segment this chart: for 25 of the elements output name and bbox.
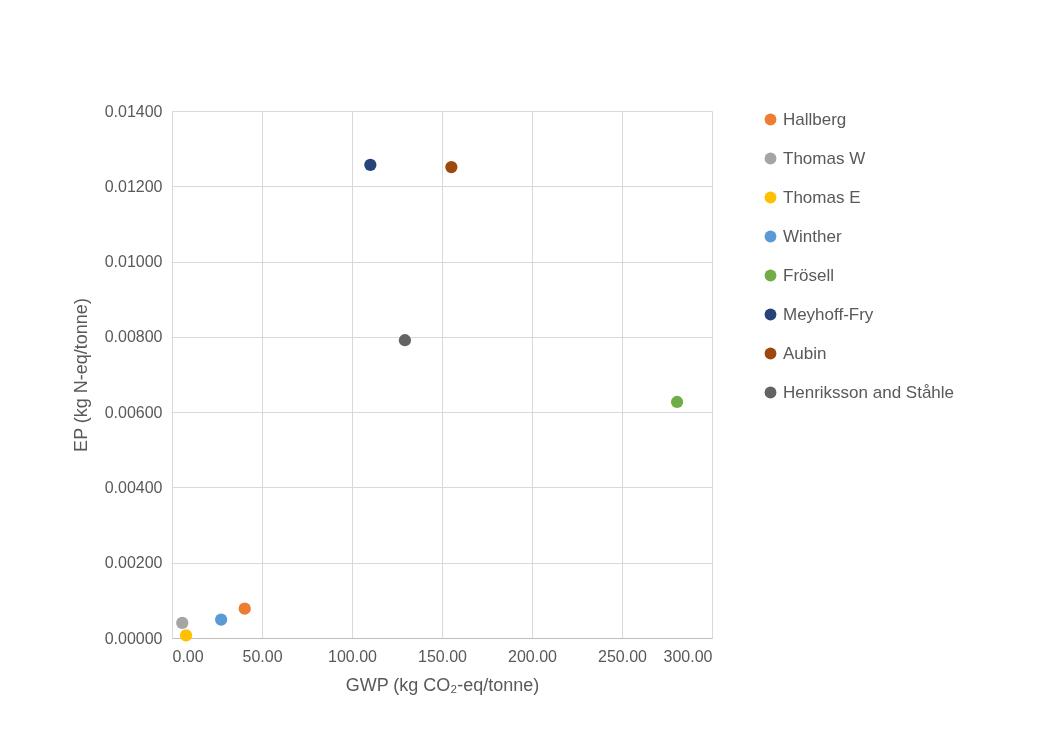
y-tick-label: 0.01200 [104, 177, 163, 195]
x-tick-label: 300.00 [663, 647, 713, 665]
legend-label: Frösell [783, 265, 835, 285]
legend-label: Henriksson and Ståhle [783, 382, 955, 402]
y-tick-label: 0.00400 [104, 478, 163, 496]
legend-label: Hallberg [783, 109, 847, 129]
y-tick-label: 0.01000 [104, 253, 163, 271]
x-tick-label: 100.00 [328, 647, 378, 665]
y-axis-title: EP (kg N-eq/tonne) [70, 298, 91, 452]
y-tick-label: 0.00800 [104, 328, 163, 346]
legend-label: Aubin [783, 343, 827, 363]
legend-label: Thomas E [783, 187, 861, 207]
x-axis-title: GWP (kg CO₂-eq/tonne) [345, 674, 540, 695]
x-tick-label: 150.00 [418, 647, 468, 665]
legend-label: Winther [783, 226, 842, 246]
y-tick-label: 0.00600 [104, 403, 163, 421]
x-tick-label: 200.00 [508, 647, 558, 665]
x-tick-label: 50.00 [242, 647, 283, 665]
y-tick-label: 0.00000 [104, 629, 163, 647]
y-tick-label: 0.00200 [104, 554, 163, 572]
x-tick-label: 250.00 [598, 647, 648, 665]
x-tick-label: 0.00 [172, 647, 204, 665]
y-tick-label: 0.01400 [104, 102, 163, 120]
legend-label: Meyhoff-Fry [783, 304, 874, 324]
legend-label: Thomas W [783, 148, 866, 168]
